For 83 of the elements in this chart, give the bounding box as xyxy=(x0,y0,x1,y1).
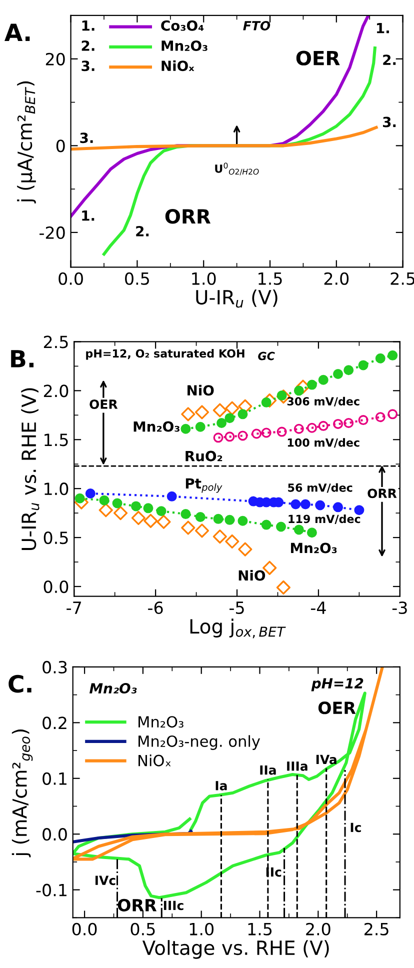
annotation: 2. xyxy=(82,40,94,51)
annotation: 1. xyxy=(377,23,389,34)
y-tick-label: -20 xyxy=(40,226,65,240)
annotation: OER xyxy=(90,400,118,409)
annotation: 3. xyxy=(80,132,93,144)
annotation: 306 mV/dec xyxy=(287,396,360,406)
annotation: U$^{0}$$_{O2/H2O}$ xyxy=(215,162,259,176)
chart-title: B. xyxy=(11,350,34,368)
annotation: 56 mV/dec xyxy=(288,483,352,493)
legend-label: Mn₂O₃ xyxy=(138,716,184,728)
ref-line-label: Ia xyxy=(216,781,227,790)
annotation: ORR xyxy=(165,209,211,224)
ref-line-label: IIIc xyxy=(164,900,184,910)
ref-line-label: IVa xyxy=(316,754,336,764)
x-tick-label: 1.5 xyxy=(248,923,272,936)
annotation: 1. xyxy=(82,20,94,31)
annotation: 2. xyxy=(136,226,149,236)
y-tick-label: 2.5 xyxy=(44,336,68,348)
x-tick-label: -6 xyxy=(148,601,163,614)
y-tick-label: 0.0 xyxy=(44,580,68,594)
x-tick-label: 1.0 xyxy=(192,272,216,285)
x-tick-label: 2.5 xyxy=(364,922,388,936)
annotation: OER xyxy=(318,702,356,714)
x-tick-label: 0.5 xyxy=(130,922,155,936)
annotation: 3. xyxy=(383,116,396,128)
annotation: pH=12, O₂ saturated KOH xyxy=(86,349,244,360)
y-tick-label: 0.2 xyxy=(42,716,66,730)
annotation: Mn₂O₃ xyxy=(134,421,180,432)
annotation: NiO xyxy=(188,384,214,396)
annotation: 1. xyxy=(82,210,94,221)
annotation: 2. xyxy=(383,54,396,65)
x-axis-title: U-IR$_{u}$ (V) xyxy=(196,290,278,308)
ref-line-label: Ic xyxy=(350,822,361,832)
y-tick-label: -0.1 xyxy=(36,884,66,896)
annotation: ORR xyxy=(368,488,397,498)
x-tick-label: -7 xyxy=(66,602,81,614)
x-tick-label: 1.5 xyxy=(258,272,282,285)
x-tick-label: 2.0 xyxy=(324,272,349,285)
legend-label: Mn₂O₃-neg. only xyxy=(138,735,260,750)
annotation: FTO xyxy=(243,20,270,30)
legend-label: NiOₓ xyxy=(162,60,194,72)
y-tick-label: 0.0 xyxy=(42,828,67,841)
annotation: Mn₂O₃ xyxy=(291,542,337,554)
annotation: Mn₂O₃ xyxy=(90,683,137,694)
x-tick-label: 0.5 xyxy=(125,272,149,285)
y-axis-title: U-IR$_{u}$ vs. RHE (V) xyxy=(21,388,40,550)
annotation: 100 mV/dec xyxy=(288,438,360,448)
y-tick-label: 0.3 xyxy=(42,660,67,674)
y-tick-label: 1.0 xyxy=(44,482,68,496)
x-tick-label: -5 xyxy=(230,602,244,614)
y-tick-label: 0.5 xyxy=(44,532,68,544)
annotation: 3. xyxy=(82,60,94,72)
annotation: NiO xyxy=(238,570,266,581)
legend-label: Co₃O₄ xyxy=(161,20,204,31)
ref-line-label: IIIa xyxy=(287,762,308,771)
y-axis-title: j (mA/cm²$_{geo}$) xyxy=(12,730,33,858)
annotation: RuO₂ xyxy=(186,450,222,462)
annotation: pH=12 xyxy=(311,678,364,692)
x-tick-label: -3 xyxy=(392,601,407,614)
annotation: 119 mV/dec xyxy=(288,514,360,524)
x-tick-label: -4 xyxy=(310,602,326,614)
x-axis-title: Log j$_{ox,BET}$ xyxy=(190,618,286,638)
y-tick-label: 2.0 xyxy=(44,384,68,398)
legend-label: Mn₂O₃ xyxy=(162,40,208,51)
chart-title: A. xyxy=(4,24,30,41)
y-tick-label: 0 xyxy=(56,140,65,152)
x-tick-label: 2.0 xyxy=(306,922,330,936)
x-tick-label: 0.0 xyxy=(72,922,97,936)
y-axis-title: j (μA/cm²$_{BET}$) xyxy=(17,81,36,204)
ref-line-label: IIa xyxy=(260,765,276,775)
x-tick-label: 1.0 xyxy=(190,922,214,936)
y-tick-label: 1.5 xyxy=(44,434,68,446)
x-axis-title: Voltage vs. RHE (V) xyxy=(142,940,329,959)
annotation: ORR xyxy=(118,898,157,912)
y-tick-label: 20 xyxy=(46,52,65,66)
chart-title: C. xyxy=(8,674,32,693)
y-tick-label: 0.1 xyxy=(42,772,66,785)
annotation: GC xyxy=(258,352,275,360)
legend-label: NiOₓ xyxy=(138,754,171,766)
x-tick-label: 0.0 xyxy=(58,272,83,285)
annotation: OER xyxy=(296,50,340,66)
annotation: Pt$_{poly}$ xyxy=(186,478,222,493)
ref-line-label: IVc xyxy=(95,876,116,886)
